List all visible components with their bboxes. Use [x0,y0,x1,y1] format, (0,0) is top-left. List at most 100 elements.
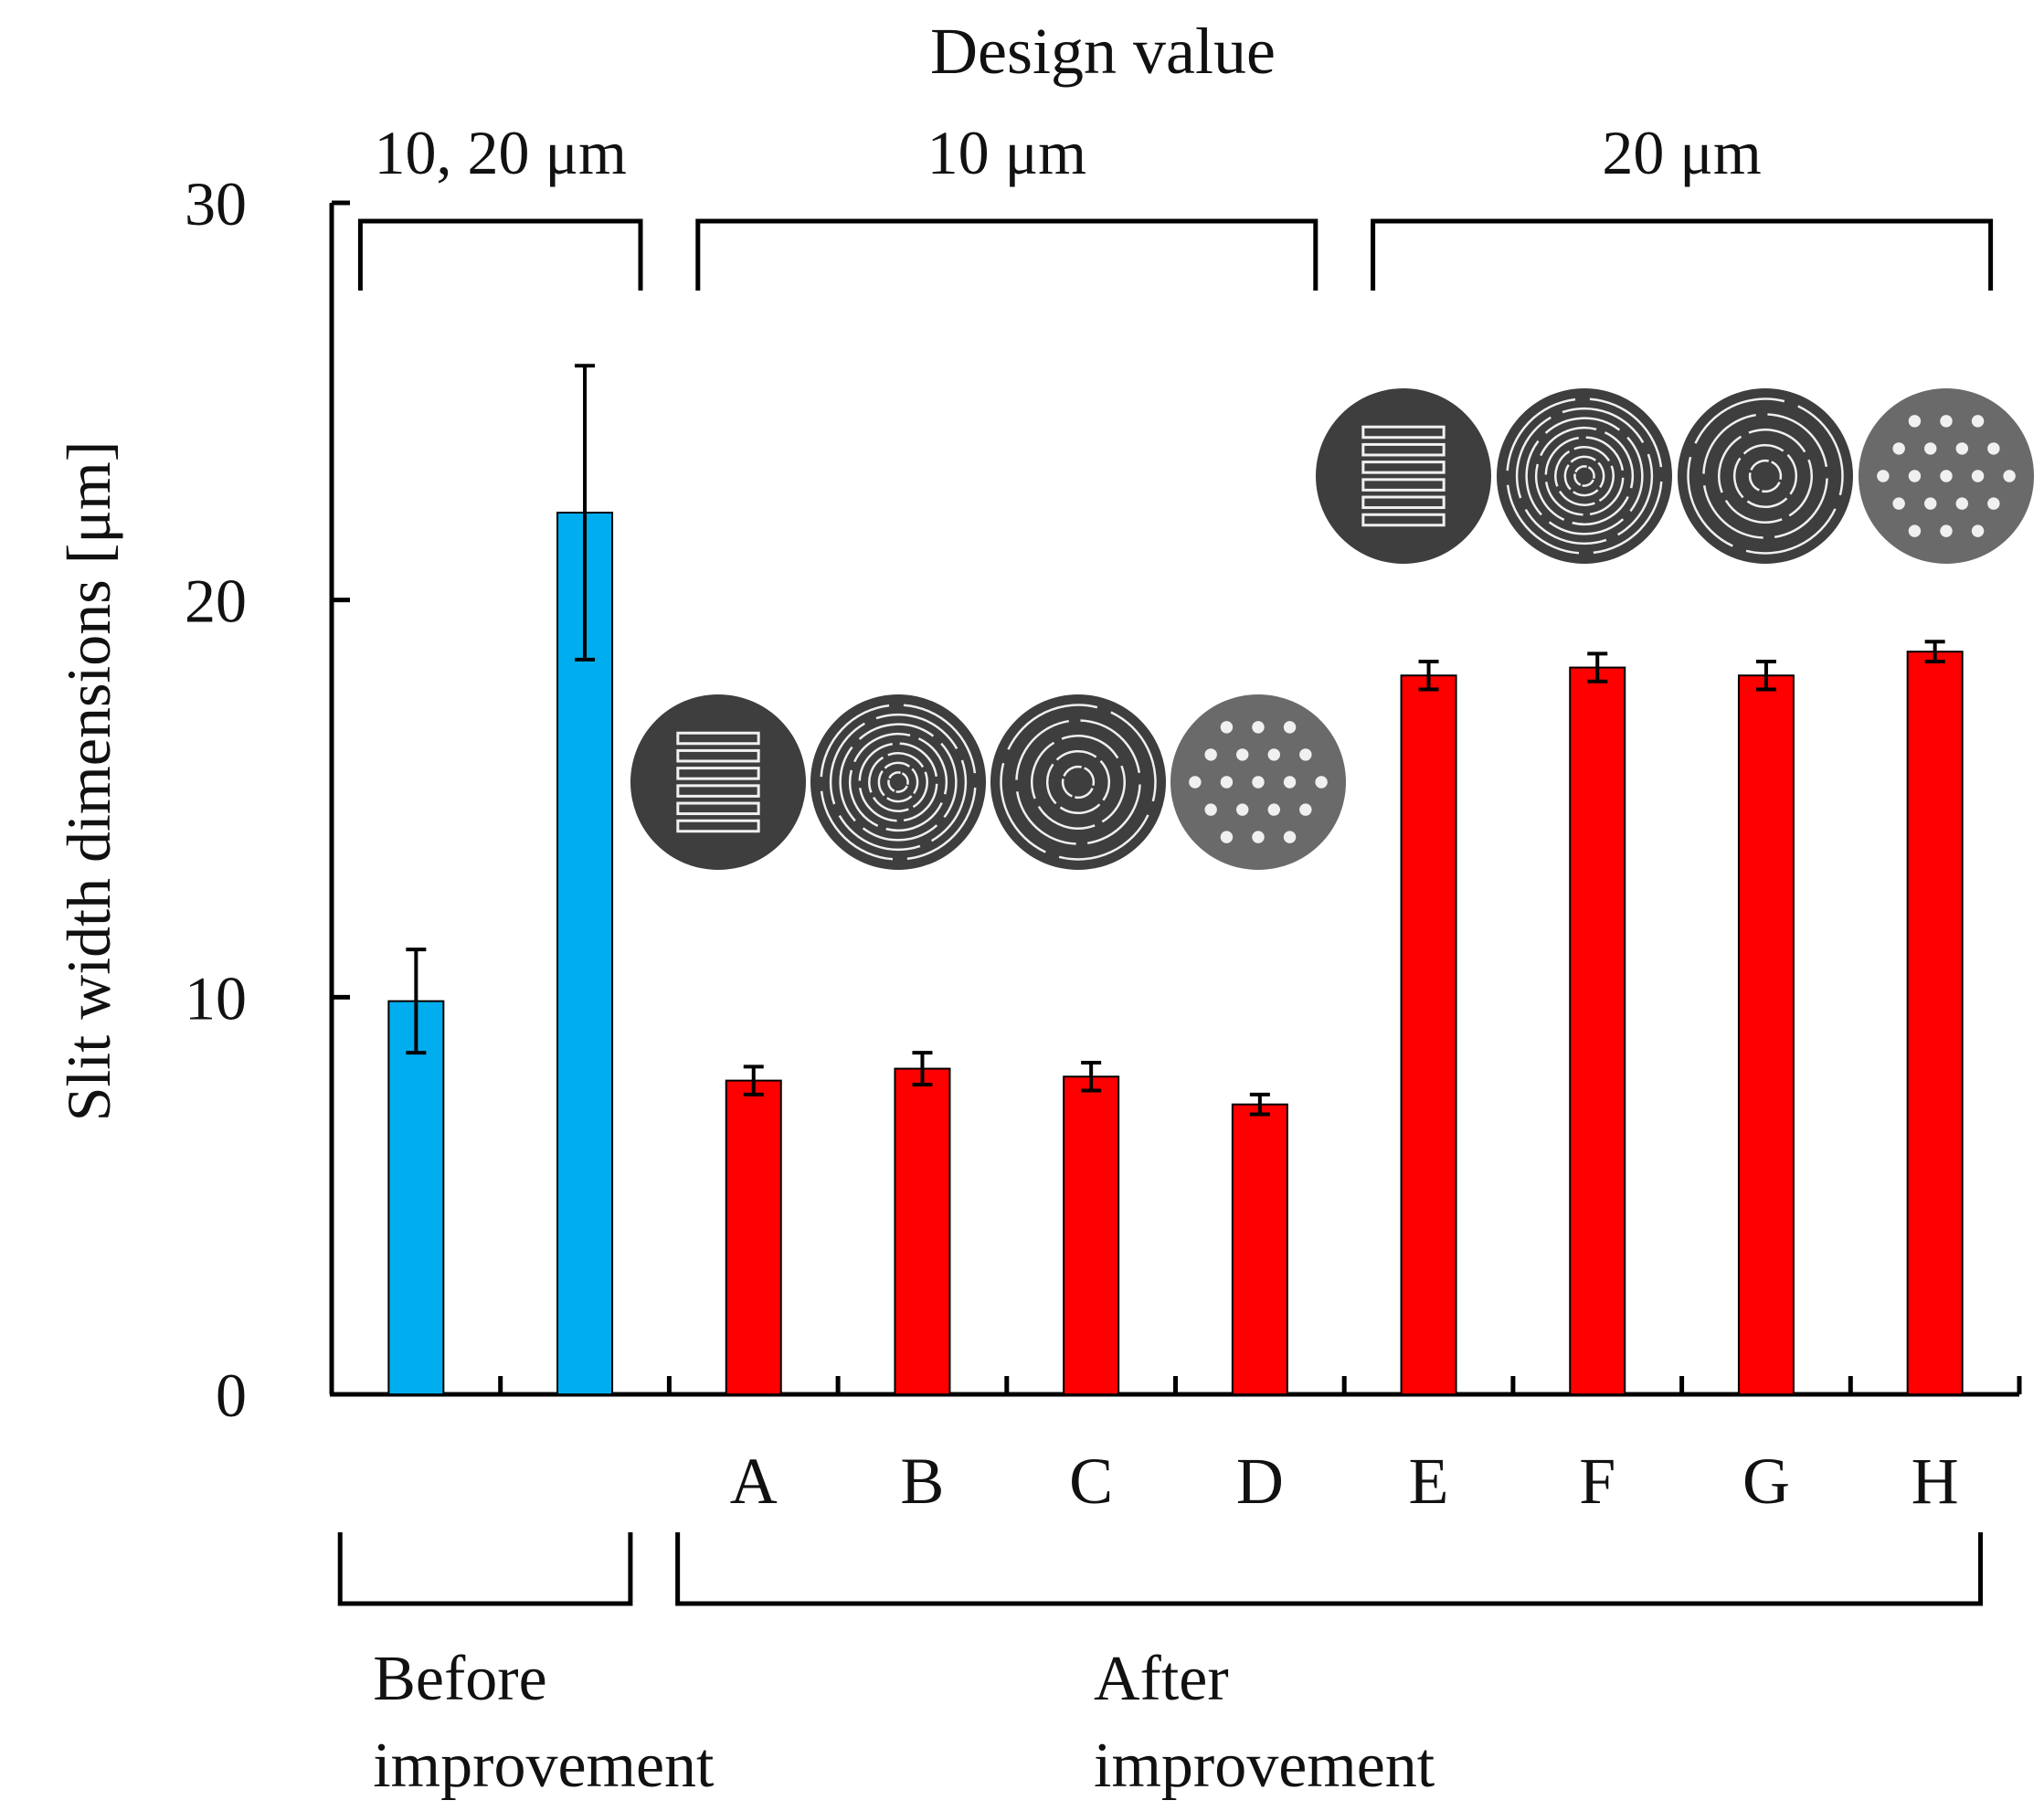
icon-hole [1252,721,1265,734]
icon-hole [1299,803,1312,816]
icon-hole [2003,470,2016,482]
bars [387,364,1964,1396]
design-value-brackets: 10, 20 μm 10 μm 20 μm [357,118,1994,291]
design-bracket [695,218,1319,291]
bar [1906,651,1964,1395]
category-label: A [730,1445,778,1518]
design-bracket [1371,218,1994,291]
icon-hole [1924,497,1937,510]
icon-ring [1687,397,1844,555]
bar [725,1079,782,1395]
icon-hole [1283,776,1297,789]
icon-slit [1361,442,1446,457]
icon-hole [1908,470,1922,482]
icon-hole [1220,776,1234,789]
segmented-rings-fine-icon [1497,388,1672,564]
icon-hole [1940,524,1953,537]
y-ticks: 0 10 20 30 [185,169,350,1430]
hole-array-icon [1170,694,1346,870]
icon-ring [820,704,977,861]
chart-title: Design value [930,15,1276,88]
icon-ring [1732,443,1798,509]
bar [1063,1075,1120,1396]
icon-slit [1361,425,1446,440]
icon-slit [1361,478,1446,492]
icon-slit [676,731,760,746]
improvement-bracket [675,1532,1984,1606]
icon-hole [1892,442,1905,455]
improvement-label-line2: improvement [1094,1731,1435,1801]
icon-hole [1220,721,1234,734]
icon-ring [1554,446,1615,506]
category-label: B [900,1445,944,1518]
bar [1737,674,1795,1395]
x-ticks [498,1376,2022,1394]
icon-hole [1189,776,1202,789]
icon-hole [1299,748,1312,761]
icon-ring [829,713,968,852]
icon-ring [887,771,909,793]
icon-hole [1924,442,1937,455]
category-label: C [1069,1445,1113,1518]
icon-ring [1718,429,1813,524]
icon-hole [1236,748,1249,761]
icon-disc [1678,388,1853,564]
icon-hole [1987,442,2000,455]
y-tick-label: 20 [185,567,247,636]
icon-slit [676,801,760,816]
icon-hole [1252,831,1265,843]
icon-ring [1748,459,1783,493]
icon-hole [1283,721,1297,734]
improvement-label-line1: Before [373,1644,546,1714]
icon-disc [1497,388,1672,564]
category-label: F [1579,1445,1615,1518]
icon-ring [858,742,938,822]
icon-slit [1361,461,1446,474]
segmented-rings-fine-icon [810,694,986,870]
icon-hole [1267,803,1280,816]
icon-hole [1204,748,1217,761]
icon-hole [1877,470,1890,482]
design-bracket [357,218,643,291]
icon-ring [1015,719,1141,845]
hole-array-icon [1859,388,2034,564]
icon-hole [1971,470,1985,482]
pattern-icons-10um [630,694,1346,870]
icon-hole [1955,442,1968,455]
icon-ring [1045,749,1111,815]
bar [1231,1103,1288,1396]
icon-hole [1283,831,1297,843]
icon-hole [1220,831,1234,843]
icon-hole [1940,415,1953,428]
bar [1569,666,1626,1395]
bar [1400,674,1457,1395]
icon-ring [1061,765,1096,800]
icon-ring [839,723,958,842]
icon-hole [1971,524,1985,537]
icon-ring [1573,465,1595,487]
icon-ring [1031,735,1126,830]
icon-hole [1892,497,1905,510]
y-tick-label: 0 [216,1361,247,1430]
icon-hole [1971,415,1985,428]
parallel-slits-icon [630,694,806,870]
icon-hole [1940,470,1953,482]
icon-hole [1315,776,1328,789]
icon-slit [676,819,760,833]
icon-ring [868,752,928,812]
y-tick-label: 10 [185,963,247,1033]
icon-hole [1908,415,1922,428]
segmented-rings-coarse-icon [990,694,1166,870]
parallel-slits-icon [1316,388,1491,564]
y-axis-label: Slit width dimensions [μm] [54,441,123,1122]
icon-hole [1204,803,1217,816]
category-label: E [1409,1445,1449,1518]
icon-slit [1361,513,1446,527]
icon-ring [1525,417,1644,535]
icon-slit [676,748,760,763]
icon-disc [1316,388,1491,564]
icon-hole [1955,497,1968,510]
icon-hole [1252,776,1265,789]
improvement-bracket [337,1532,633,1606]
icon-hole [1908,524,1922,537]
